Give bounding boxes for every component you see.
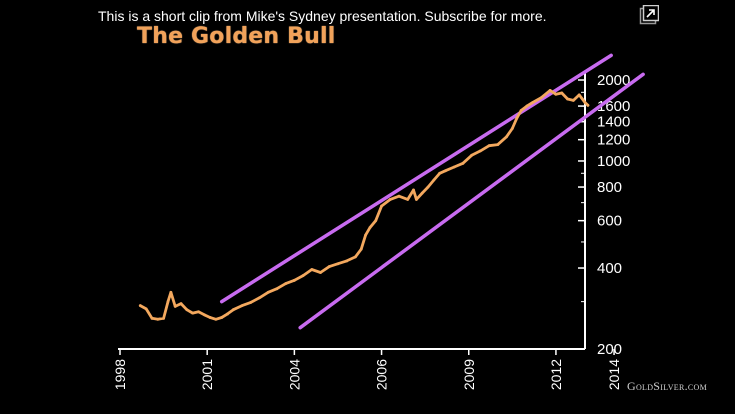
x-tick-label: 2004 bbox=[286, 359, 302, 390]
gold-price-point bbox=[368, 226, 372, 230]
x-tick-label: 2012 bbox=[548, 359, 564, 390]
y-tick-label: 2000 bbox=[597, 72, 630, 89]
gold-price-point bbox=[505, 135, 508, 139]
x-tick-label: 2006 bbox=[374, 359, 390, 390]
gold-price-point bbox=[249, 301, 253, 304]
x-tick-label: 1998 bbox=[112, 359, 128, 390]
gold-price-point bbox=[510, 127, 514, 130]
gold-price-point bbox=[406, 197, 410, 201]
gold-price-point bbox=[214, 317, 218, 321]
y-tick-label: 400 bbox=[597, 260, 622, 277]
gold-price-point bbox=[220, 316, 224, 319]
gold-price-point bbox=[301, 274, 305, 277]
gold-price-point bbox=[487, 144, 491, 148]
gold-price-point bbox=[548, 88, 552, 92]
gold-price-point bbox=[275, 287, 279, 291]
gold-price-point bbox=[461, 161, 465, 165]
y-tick-label: 800 bbox=[597, 179, 622, 196]
gold-price-point bbox=[566, 97, 569, 101]
gold-price-point bbox=[173, 305, 177, 308]
gold-price-point bbox=[438, 171, 442, 175]
x-tick-label: 2014 bbox=[606, 359, 622, 390]
gold-price-point bbox=[452, 165, 456, 169]
slide-title: The Golden Bull bbox=[137, 24, 336, 49]
gold-price-point bbox=[577, 93, 581, 97]
gold-price-point bbox=[166, 300, 170, 304]
channel-line-lower bbox=[298, 72, 645, 330]
gold-price-point bbox=[397, 194, 401, 198]
gold-price-point bbox=[560, 91, 564, 95]
gold-price-point bbox=[359, 247, 363, 251]
brand-watermark: GoldSilver.com bbox=[627, 379, 708, 393]
gold-price-point bbox=[554, 92, 558, 96]
y-tick-label: 600 bbox=[597, 213, 622, 230]
gold-price-point bbox=[374, 219, 378, 223]
gold-price-point bbox=[496, 143, 500, 147]
popout-icon[interactable] bbox=[639, 4, 660, 25]
gold-price-point bbox=[138, 304, 142, 307]
gold-price-point bbox=[531, 101, 535, 104]
gold-price-point bbox=[354, 255, 357, 259]
gold-price-point bbox=[444, 169, 447, 173]
gold-price-point bbox=[432, 178, 436, 182]
video-caption: This is a short clip from Mike's Sydney … bbox=[98, 8, 547, 24]
gold-price-point bbox=[415, 197, 418, 201]
gold-price-point bbox=[583, 101, 587, 104]
gold-price-point bbox=[380, 204, 383, 208]
gold-price-point bbox=[150, 316, 154, 320]
gold-price-point bbox=[284, 282, 288, 286]
gold-price-point bbox=[185, 308, 189, 312]
gold-price-point bbox=[388, 197, 392, 201]
gold-price-point bbox=[327, 265, 331, 268]
y-tick-label: 1200 bbox=[597, 132, 630, 149]
gold-price-point bbox=[266, 290, 270, 294]
y-tick-label: 1000 bbox=[597, 153, 630, 170]
x-tick-label: 2001 bbox=[199, 359, 215, 390]
gold-price-point bbox=[319, 271, 322, 274]
gold-price-point bbox=[240, 304, 244, 307]
gold-price-point bbox=[525, 104, 529, 108]
gold-price-point bbox=[169, 290, 173, 294]
gold-price-point bbox=[208, 316, 212, 319]
gold-price-point bbox=[364, 233, 367, 237]
gold-price-point bbox=[226, 312, 229, 316]
gold-price-point bbox=[258, 296, 261, 300]
gold-price-point bbox=[519, 109, 523, 112]
gold-price-point bbox=[571, 98, 575, 102]
gold-price-point bbox=[412, 188, 415, 192]
gold-price-point bbox=[179, 302, 183, 305]
y-tick-label: 200 bbox=[597, 341, 622, 358]
gold-price-point bbox=[540, 96, 543, 100]
gold-price-point bbox=[336, 262, 340, 266]
y-tick-label: 1400 bbox=[597, 114, 630, 131]
gold-price-point bbox=[202, 313, 206, 317]
gold-price-point bbox=[426, 185, 430, 189]
gold-price-point bbox=[156, 317, 160, 321]
gold-price-point bbox=[345, 259, 349, 263]
channel-line-upper bbox=[219, 53, 613, 304]
gold-price-point bbox=[310, 268, 314, 271]
x-tick-label: 2009 bbox=[461, 359, 477, 390]
gold-price-point bbox=[231, 308, 235, 312]
gold-price-point bbox=[515, 116, 519, 120]
gold-price-point bbox=[470, 153, 474, 157]
gold-price-point bbox=[292, 278, 296, 282]
gold-price-point bbox=[162, 316, 165, 320]
gold-price-point bbox=[478, 149, 482, 153]
gold-price-point bbox=[197, 310, 200, 314]
gold-price-point bbox=[191, 311, 195, 315]
gold-price-line bbox=[138, 89, 590, 321]
gold-price-point bbox=[586, 103, 590, 107]
gold-price-point bbox=[144, 307, 148, 311]
gold-price-point bbox=[420, 191, 424, 195]
